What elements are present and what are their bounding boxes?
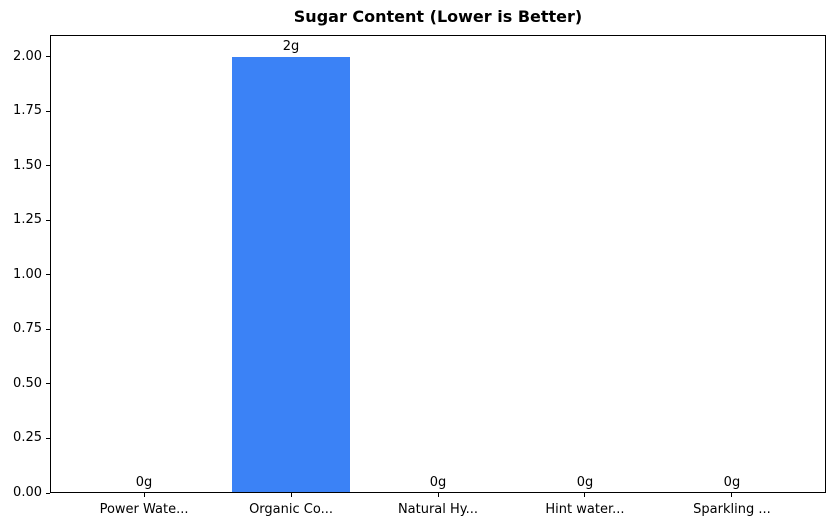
y-axis-tick-label: 0.50 [13, 375, 42, 391]
y-axis-tick-mark [46, 492, 50, 494]
bar-value-label: 0g [135, 475, 153, 490]
x-axis-tick-mark [290, 493, 292, 497]
y-axis-tick-label: 2.00 [13, 48, 42, 64]
x-axis-tick-label: Sparkling ... [693, 502, 771, 517]
y-axis-tick-mark [46, 437, 50, 439]
x-axis-tick-label: Power Wate... [99, 502, 189, 517]
bar [232, 56, 350, 492]
y-axis-tick-mark [46, 165, 50, 167]
x-axis-tick-mark [437, 493, 439, 497]
x-axis-tick-mark [731, 493, 733, 497]
x-axis-tick-mark [584, 493, 586, 497]
y-axis-tick-mark [46, 110, 50, 112]
bar-value-label: 0g [723, 475, 741, 490]
chart-title: Sugar Content (Lower is Better) [293, 7, 583, 26]
y-axis-tick-label: 0.25 [13, 430, 42, 446]
bar-value-label: 0g [429, 475, 447, 490]
y-axis-tick-label: 1.50 [13, 157, 42, 173]
x-axis-tick-label: Organic Co... [249, 502, 333, 517]
x-axis-tick-mark [143, 493, 145, 497]
y-axis-tick-mark [46, 274, 50, 276]
bar-value-label: 2g [282, 38, 300, 54]
x-axis-tick-label: Natural Hy... [397, 502, 479, 517]
y-axis-tick-mark [46, 219, 50, 221]
y-axis-tick-label: 1.00 [13, 266, 42, 282]
y-axis-tick-label: 1.25 [13, 212, 42, 228]
y-axis-tick-label: 0.75 [13, 321, 42, 337]
x-axis-tick-label: Hint water... [545, 502, 625, 517]
y-axis-tick-mark [46, 383, 50, 385]
y-axis-tick-mark [46, 328, 50, 330]
plot-area [50, 35, 826, 493]
y-axis-tick-mark [46, 56, 50, 58]
bar-value-label: 0g [576, 475, 594, 490]
y-axis-tick-label: 1.75 [13, 103, 42, 119]
y-axis-tick-label: 0.00 [13, 485, 42, 500]
